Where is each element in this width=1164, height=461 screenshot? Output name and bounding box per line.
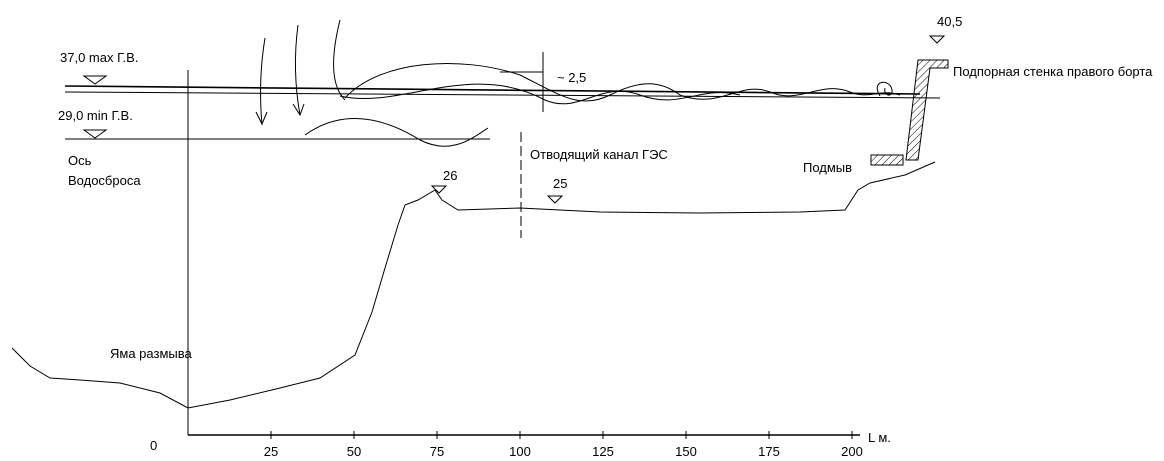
label: Водосброса [68,173,141,188]
wave [339,83,741,105]
axis-origin: 0 [150,438,157,453]
label: Подпорная стенка правого борта [953,64,1153,79]
eddy [876,81,893,97]
label: 29,0 min Г.В. [58,108,133,123]
max-water-line [64,85,921,95]
tick-label: 200 [841,444,863,459]
arrow-heads [255,103,305,126]
jet [260,37,266,126]
tick-label: 150 [675,444,697,459]
label: 25 [553,176,567,191]
wave [344,63,901,102]
label: Ось [68,153,92,168]
label: Отводящий канал ГЭС [530,147,668,162]
tick-label: 50 [347,444,361,459]
undermining-slab [870,154,904,166]
jet [294,24,301,116]
axis-unit: L м. [868,430,891,445]
label: Яма размыва [110,346,192,361]
tick-label: 25 [264,444,278,459]
label: 40,5 [937,14,962,29]
tick-label: 75 [430,444,444,459]
jet [333,19,346,101]
max-water-line-2 [64,91,941,99]
tick-label: 100 [509,444,531,459]
retaining-wall [905,59,949,161]
label: 37,0 max Г.В. [60,50,138,65]
wave-low [304,118,489,147]
tick-label: 125 [592,444,614,459]
bottom-profile [11,161,936,409]
label: ~ 2,5 [557,70,586,85]
level-marker [82,75,108,85]
level-marker [82,129,108,139]
label: 26 [443,168,457,183]
level-marker [430,35,946,204]
tick-label: 175 [758,444,780,459]
label: Подмыв [803,160,852,175]
